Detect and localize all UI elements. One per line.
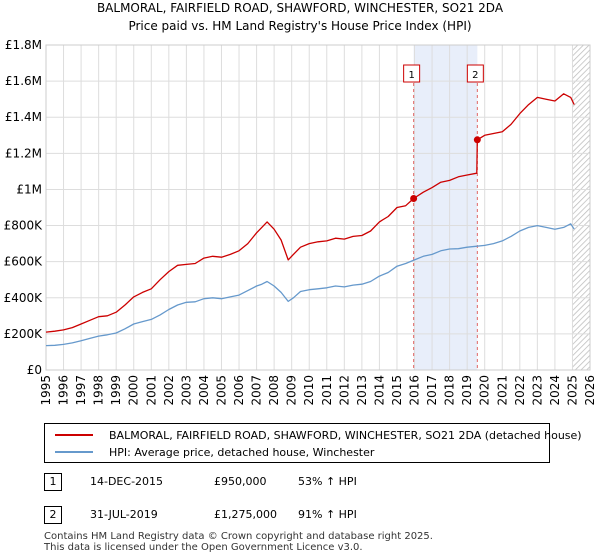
x-tick-label: 2009 bbox=[285, 375, 299, 406]
x-tick-label: 2004 bbox=[197, 375, 211, 406]
footer-line-1: Contains HM Land Registry data © Crown c… bbox=[44, 531, 433, 542]
transaction-date: 31-JUL-2019 bbox=[90, 508, 158, 521]
legend-item-property: BALMORAL, FAIRFIELD ROAD, SHAWFORD, WINC… bbox=[55, 426, 582, 444]
x-tick-label: 2010 bbox=[302, 375, 316, 406]
footer-line-2: This data is licensed under the Open Gov… bbox=[44, 542, 363, 553]
forecast-hatch bbox=[572, 45, 590, 370]
x-tick-label: 2026 bbox=[583, 375, 597, 406]
sale-point bbox=[473, 136, 481, 144]
x-tick-label: 1995 bbox=[39, 375, 53, 406]
x-tick-label: 2023 bbox=[530, 375, 544, 406]
x-tick-label: 2005 bbox=[214, 375, 228, 406]
x-tick-label: 2024 bbox=[548, 375, 562, 406]
property-price-line bbox=[45, 93, 575, 333]
x-tick-label: 2001 bbox=[144, 375, 158, 406]
x-tick-label: 2000 bbox=[127, 375, 141, 406]
x-tick-label: 2011 bbox=[320, 375, 334, 406]
sale-point bbox=[410, 194, 418, 202]
x-tick-label: 2006 bbox=[232, 375, 246, 406]
y-tick-label: £1.2M bbox=[5, 146, 42, 160]
x-tick-label: 2014 bbox=[372, 375, 386, 406]
y-tick-label: £800K bbox=[4, 219, 44, 233]
x-tick-label: 2016 bbox=[408, 375, 422, 406]
x-tick-label: 2007 bbox=[250, 375, 264, 406]
hpi-line bbox=[45, 223, 575, 347]
sale-period-shading bbox=[413, 45, 478, 370]
x-tick-label: 2003 bbox=[179, 375, 193, 406]
x-tick-label: 1998 bbox=[92, 375, 106, 406]
x-tick-label: 2022 bbox=[513, 375, 527, 406]
y-tick-label: £1.6M bbox=[5, 74, 42, 88]
x-tick-label: 2002 bbox=[162, 375, 176, 406]
transaction-price: £950,000 bbox=[214, 475, 267, 488]
legend-item-hpi: HPI: Average price, detached house, Winc… bbox=[55, 443, 374, 461]
chart-subtitle: Price paid vs. HM Land Registry's House … bbox=[128, 19, 471, 33]
transaction-hpi: 91% ↑ HPI bbox=[298, 508, 357, 521]
x-tick-label: 2019 bbox=[460, 375, 474, 406]
transaction-badge: 1 bbox=[44, 473, 62, 491]
transaction-hpi: 53% ↑ HPI bbox=[298, 475, 357, 488]
x-tick-label: 2008 bbox=[267, 375, 281, 406]
y-tick-label: £600K bbox=[4, 255, 44, 269]
y-tick-label: £1M bbox=[16, 182, 42, 196]
sale-number-label: 2 bbox=[472, 70, 478, 81]
x-tick-label: 2025 bbox=[565, 375, 579, 406]
legend-swatch-hpi bbox=[55, 451, 93, 453]
legend-label-property: BALMORAL, FAIRFIELD ROAD, SHAWFORD, WINC… bbox=[109, 428, 582, 442]
sale-number-box bbox=[466, 64, 484, 83]
x-tick-label: 2018 bbox=[443, 375, 457, 406]
y-tick-label: £1.4M bbox=[5, 110, 42, 124]
legend: BALMORAL, FAIRFIELD ROAD, SHAWFORD, WINC… bbox=[44, 423, 582, 463]
legend-swatch-property bbox=[55, 434, 93, 436]
x-tick-label: 2017 bbox=[425, 375, 439, 406]
footer: Contains HM Land Registry data © Crown c… bbox=[44, 531, 433, 553]
transaction-price: £1,275,000 bbox=[214, 508, 277, 521]
y-tick-label: £400K bbox=[4, 291, 44, 305]
x-tick-label: 1999 bbox=[109, 375, 123, 406]
x-tick-label: 2013 bbox=[355, 375, 369, 406]
transaction-badge: 2 bbox=[44, 506, 62, 524]
y-tick-label: £0 bbox=[27, 363, 42, 377]
sale-number-box bbox=[403, 64, 421, 83]
chart-title: BALMORAL, FAIRFIELD ROAD, SHAWFORD, WINC… bbox=[97, 1, 504, 15]
y-tick-label: £1.8M bbox=[5, 38, 42, 52]
sale-number-label: 1 bbox=[408, 70, 414, 81]
plot-area-border bbox=[45, 44, 591, 371]
x-tick-label: 2021 bbox=[495, 375, 509, 406]
x-tick-label: 1997 bbox=[74, 375, 88, 406]
x-tick-label: 2012 bbox=[337, 375, 351, 406]
x-tick-label: 2020 bbox=[478, 375, 492, 406]
transaction-date: 14-DEC-2015 bbox=[90, 475, 164, 488]
y-tick-label: £200K bbox=[4, 327, 44, 341]
x-tick-label: 1996 bbox=[57, 375, 71, 406]
price-chart: BALMORAL, FAIRFIELD ROAD, SHAWFORD, WINC… bbox=[4, 1, 597, 406]
x-tick-label: 2015 bbox=[390, 375, 404, 406]
legend-label-hpi: HPI: Average price, detached house, Winc… bbox=[109, 445, 375, 459]
